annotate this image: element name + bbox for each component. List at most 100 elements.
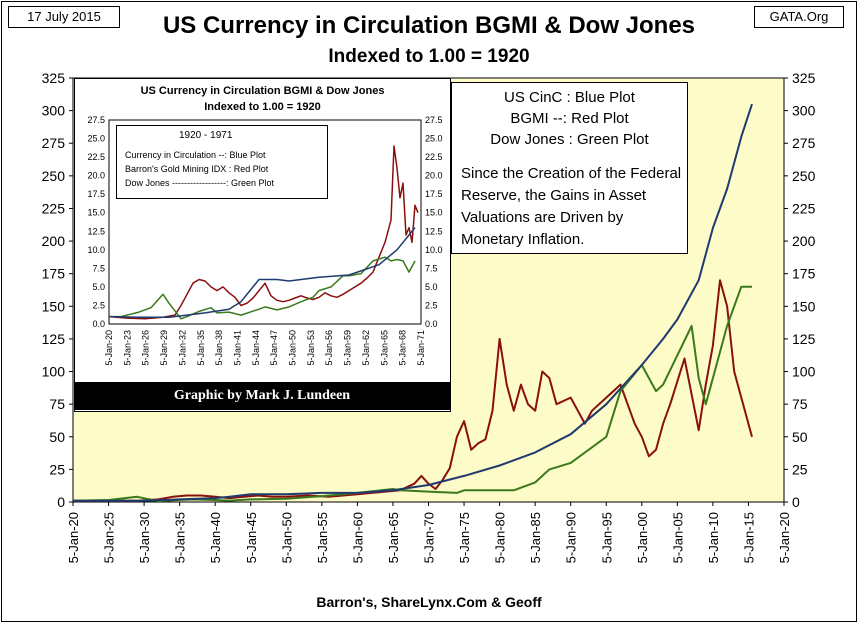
y-tick-label: 225 bbox=[42, 200, 66, 216]
y-tick-label: 250 bbox=[792, 168, 816, 184]
inset-y-tick-label: 22.5 bbox=[87, 152, 105, 162]
inset-y-tick-label: 27.5 bbox=[87, 115, 105, 125]
inset-series-line-barron-s-gold-mining-idx bbox=[108, 145, 419, 320]
inset-legend-blue: Currency in Circulation --: Blue Plot bbox=[125, 150, 266, 160]
y-tick-label: 275 bbox=[792, 135, 816, 151]
inset-legend-green: Dow Jones ------------------: Green Plot bbox=[125, 178, 274, 188]
credit-banner: Graphic by Mark J. Lundeen bbox=[74, 382, 450, 410]
inset-x-tick-label: 5-Jan-56 bbox=[324, 330, 334, 366]
x-tick-label: 5-Jan-90 bbox=[564, 512, 579, 563]
y-tick-label: 150 bbox=[42, 298, 66, 314]
inset-series-line-dow-jones bbox=[109, 256, 416, 320]
inset-y-tick-label: 0.0 bbox=[425, 319, 438, 329]
y-tick-label: 250 bbox=[42, 168, 66, 184]
y-tick-label: 0 bbox=[57, 494, 65, 510]
legend-red: BGMI --: Red Plot bbox=[510, 110, 629, 127]
x-tick-label: 5-Jan-20 bbox=[777, 512, 792, 563]
x-tick-label: 5-Jan-70 bbox=[422, 512, 437, 563]
inset-x-tick-label: 5-Jan-62 bbox=[361, 330, 371, 366]
inset-x-tick-label: 5-Jan-68 bbox=[398, 330, 408, 366]
y-tick-label: 300 bbox=[42, 103, 66, 119]
inset-x-tick-label: 5-Jan-47 bbox=[269, 330, 279, 366]
inset-y-tick-label: 7.5 bbox=[92, 263, 105, 273]
y-tick-label: 175 bbox=[42, 266, 66, 282]
inset-y-tick-label: 0.0 bbox=[92, 319, 105, 329]
inset-y-tick-label: 5.0 bbox=[425, 282, 438, 292]
x-tick-label: 5-Jan-40 bbox=[208, 512, 223, 563]
inset-x-tick-label: 5-Jan-26 bbox=[141, 330, 151, 366]
inset-legend-red: Barron's Gold Mining IDX : Red Plot bbox=[125, 164, 269, 174]
y-tick-label: 25 bbox=[792, 461, 808, 477]
x-tick-label: 5-Jan-55 bbox=[315, 512, 330, 563]
inset-y-tick-label: 10.0 bbox=[425, 245, 443, 255]
inset-x-tick-label: 5-Jan-53 bbox=[306, 330, 316, 366]
inset-y-tick-label: 17.5 bbox=[87, 189, 105, 199]
y-tick-label: 200 bbox=[42, 233, 66, 249]
x-tick-label: 5-Jan-25 bbox=[102, 512, 117, 563]
chart-title: US Currency in Circulation BGMI & Dow Jo… bbox=[162, 12, 696, 39]
y-tick-label: 125 bbox=[42, 331, 66, 347]
x-tick-label: 5-Jan-85 bbox=[528, 512, 543, 563]
inset-x-tick-label: 5-Jan-29 bbox=[159, 330, 169, 366]
inset-y-tick-label: 20.0 bbox=[87, 171, 105, 181]
inset-x-tick-label: 5-Jan-59 bbox=[343, 330, 353, 366]
inset-y-tick-label: 10.0 bbox=[87, 245, 105, 255]
legend-blue: US CinC : Blue Plot bbox=[504, 89, 635, 106]
y-tick-label: 275 bbox=[42, 135, 66, 151]
x-tick-label: 5-Jan-50 bbox=[279, 512, 294, 563]
x-tick-label: 5-Jan-45 bbox=[244, 512, 259, 563]
inset-y-tick-label: 2.5 bbox=[425, 300, 438, 310]
inset-chart: US Currency in Circulation BGMI & Dow Jo… bbox=[74, 78, 451, 412]
inset-x-tick-label: 5-Jan-50 bbox=[288, 330, 298, 366]
x-tick-label: 5-Jan-95 bbox=[599, 512, 614, 563]
inset-x-tick-label: 5-Jan-32 bbox=[177, 330, 187, 366]
inset-y-tick-label: 12.5 bbox=[87, 226, 105, 236]
x-tick-label: 5-Jan-35 bbox=[173, 512, 188, 563]
inset-x-tick-label: 5-Jan-23 bbox=[122, 330, 132, 366]
x-tick-label: 5-Jan-75 bbox=[457, 512, 472, 563]
inset-x-tick-label: 5-Jan-38 bbox=[214, 330, 224, 366]
legend-box: US CinC : Blue Plot BGMI --: Red Plot Do… bbox=[451, 82, 688, 254]
y-tick-label: 75 bbox=[792, 396, 808, 412]
inset-y-tick-label: 25.0 bbox=[425, 134, 443, 144]
inset-y-tick-label: 27.5 bbox=[425, 115, 443, 125]
site-label: GATA.Org bbox=[754, 6, 844, 28]
y-tick-label: 200 bbox=[792, 233, 816, 249]
y-tick-label: 125 bbox=[792, 331, 816, 347]
inset-x-tick-label: 5-Jan-44 bbox=[251, 330, 261, 366]
inset-y-tick-label: 20.0 bbox=[425, 171, 443, 181]
y-tick-label: 325 bbox=[42, 70, 66, 86]
inset-y-tick-label: 22.5 bbox=[425, 152, 443, 162]
y-tick-label: 325 bbox=[792, 70, 816, 86]
y-tick-label: 75 bbox=[49, 396, 65, 412]
x-tick-label: 5-Jan-05 bbox=[670, 512, 685, 563]
x-tick-label: 5-Jan-15 bbox=[741, 512, 756, 563]
inset-y-tick-label: 12.5 bbox=[425, 226, 443, 236]
inset-x-tick-label: 5-Jan-20 bbox=[104, 330, 114, 366]
x-tick-label: 5-Jan-65 bbox=[386, 512, 401, 563]
inset-y-tick-label: 17.5 bbox=[425, 189, 443, 199]
y-tick-label: 150 bbox=[792, 298, 816, 314]
inset-y-tick-label: 15.0 bbox=[87, 208, 105, 218]
inset-legend-period: 1920 - 1971 bbox=[179, 130, 233, 141]
inset-y-tick-label: 15.0 bbox=[425, 208, 443, 218]
inset-y-tick-label: 2.5 bbox=[92, 300, 105, 310]
y-tick-label: 0 bbox=[792, 494, 800, 510]
x-tick-label: 5-Jan-30 bbox=[137, 512, 152, 563]
inset-title: US Currency in Circulation BGMI & Dow Jo… bbox=[140, 85, 385, 97]
y-tick-label: 50 bbox=[792, 429, 808, 445]
x-tick-label: 5-Jan-10 bbox=[706, 512, 721, 563]
inset-y-tick-label: 5.0 bbox=[92, 282, 105, 292]
x-tick-label: 5-Jan-60 bbox=[350, 512, 365, 563]
series-line-us-cinc bbox=[73, 103, 753, 502]
x-tick-label: 5-Jan-00 bbox=[635, 512, 650, 563]
chart-subtitle: Indexed to 1.00 = 1920 bbox=[328, 46, 530, 67]
inset-x-tick-label: 5-Jan-41 bbox=[232, 330, 242, 366]
y-tick-label: 300 bbox=[792, 103, 816, 119]
inset-x-tick-label: 5-Jan-35 bbox=[196, 330, 206, 366]
inset-x-tick-label: 5-Jan-71 bbox=[416, 330, 426, 366]
legend-green: Dow Jones : Green Plot bbox=[490, 131, 649, 148]
inset-subtitle: Indexed to 1.00 = 1920 bbox=[204, 101, 321, 113]
y-tick-label: 175 bbox=[792, 266, 816, 282]
series-line-bgmi bbox=[73, 279, 753, 502]
